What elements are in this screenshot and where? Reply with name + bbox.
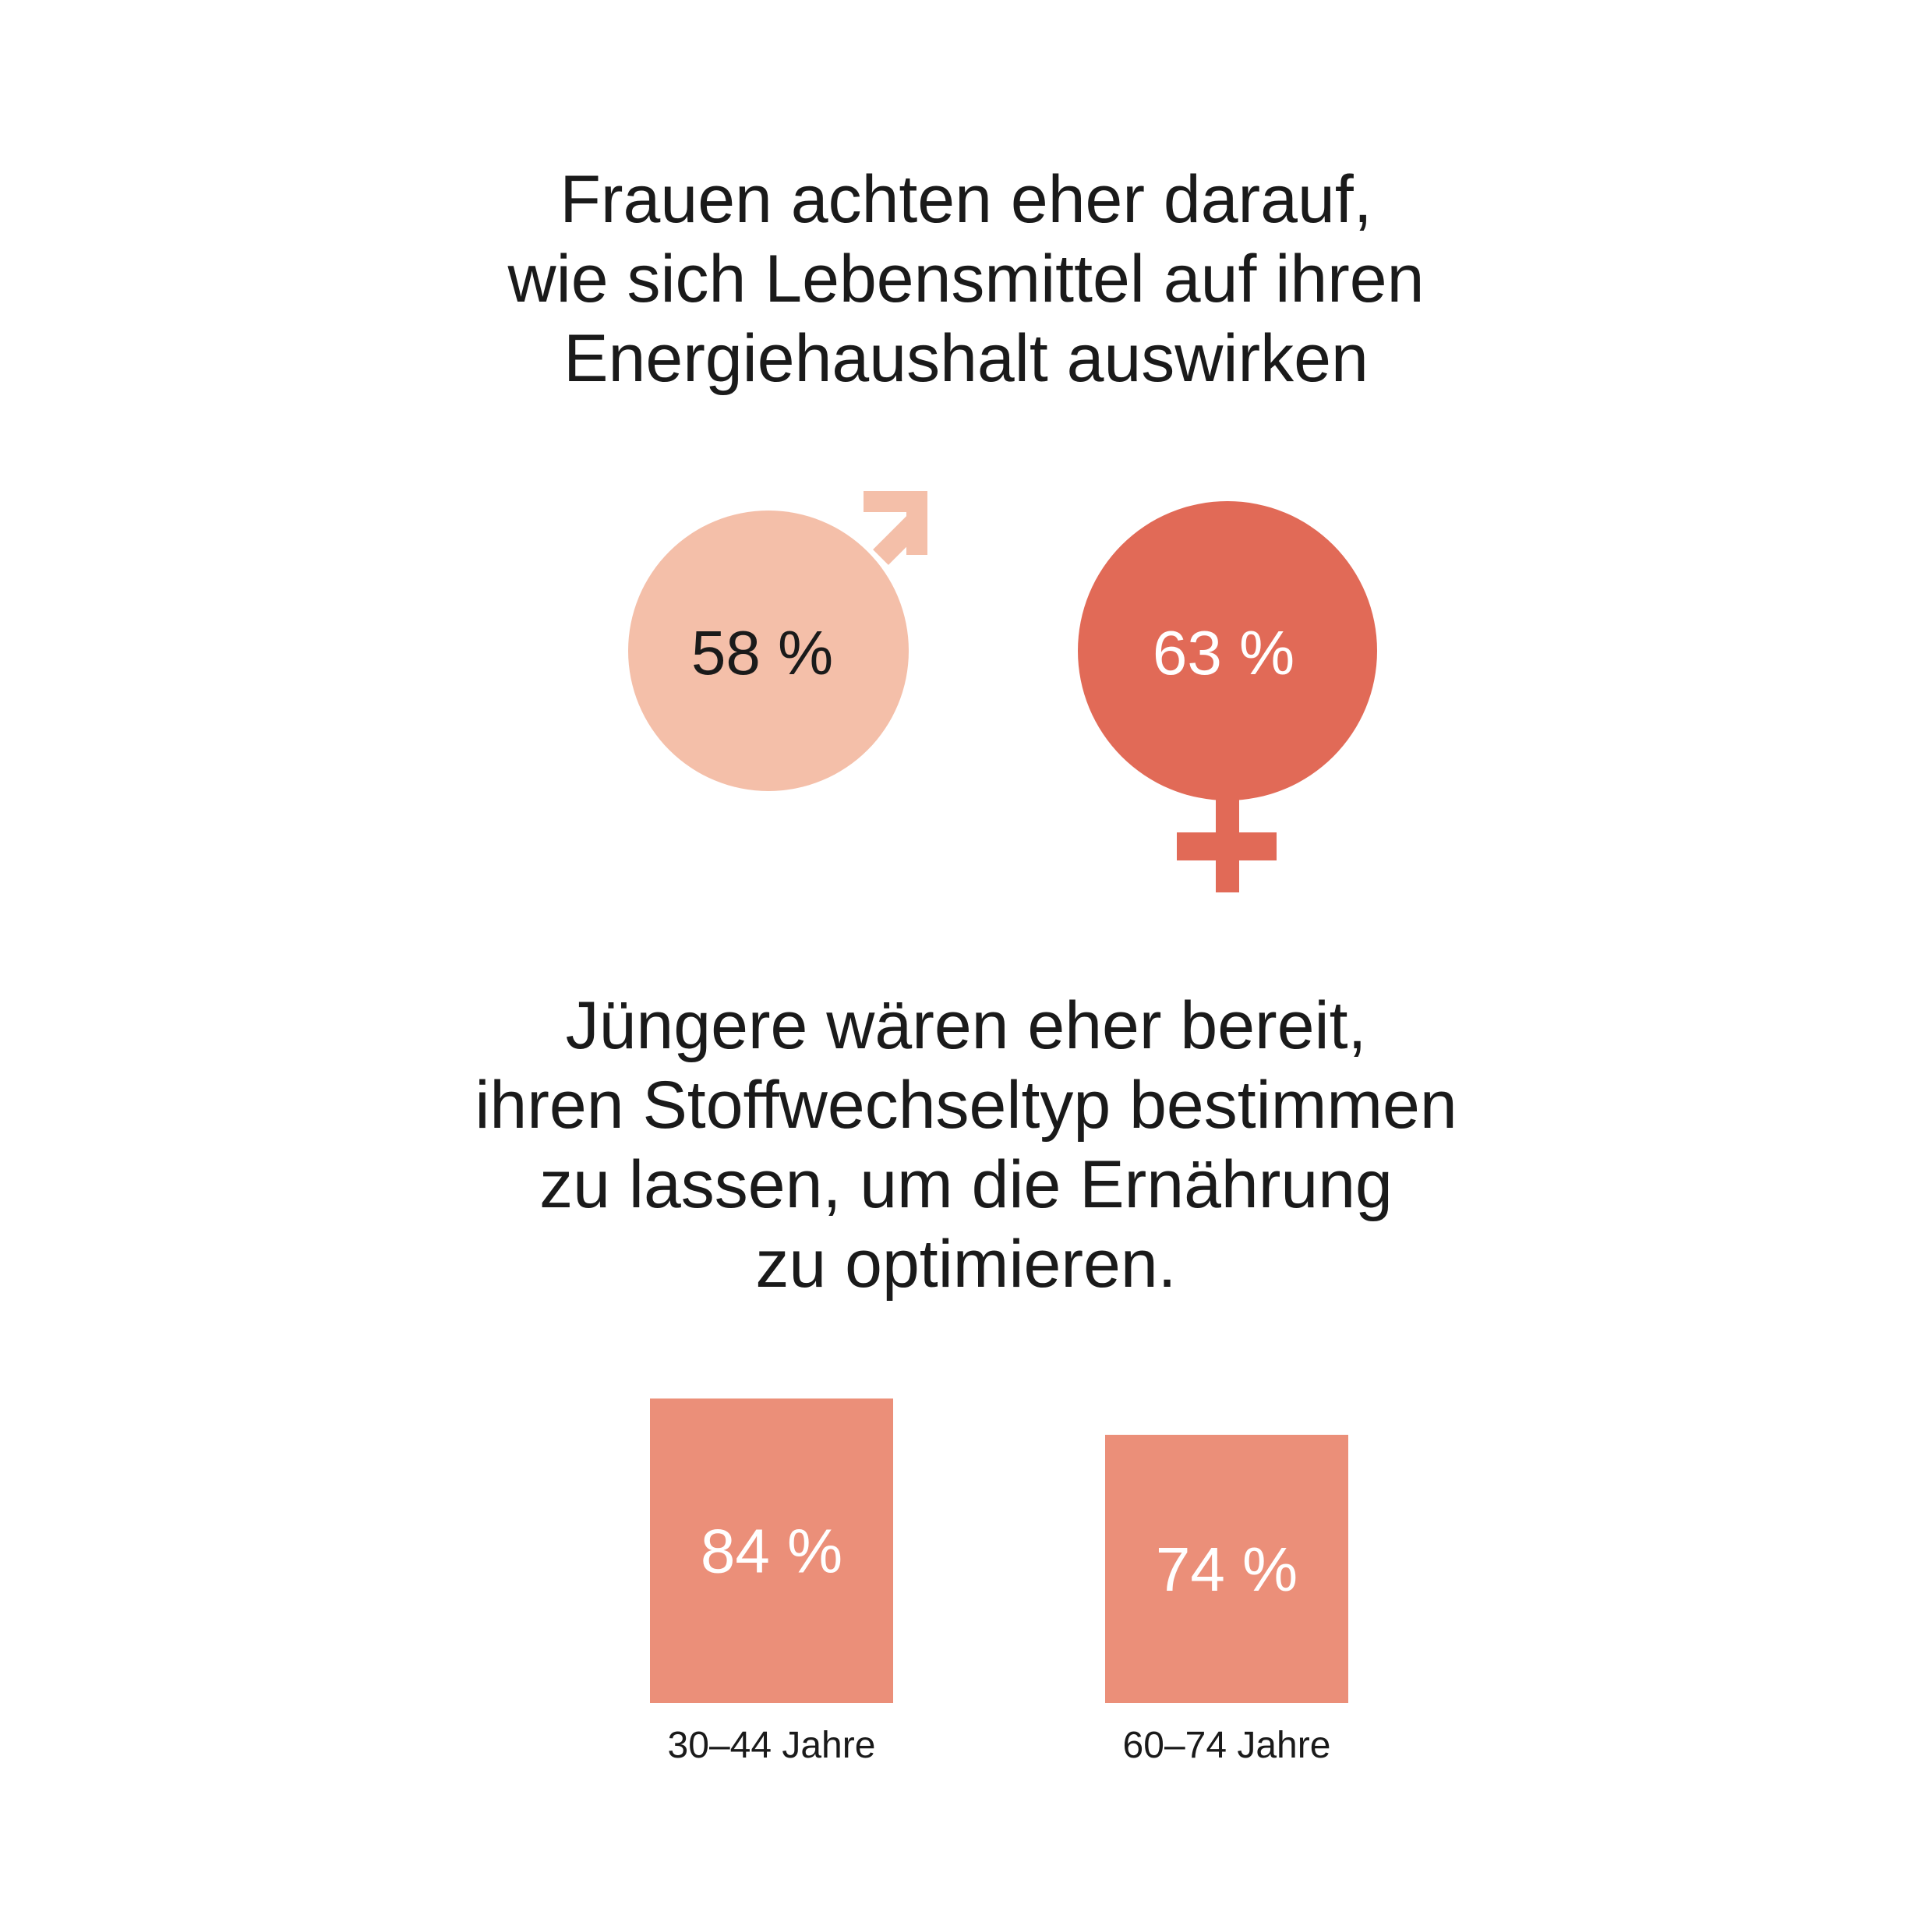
headline-gender-line-1: Frauen achten eher darauf,	[560, 162, 1372, 237]
bar-category-label-0: 30–44 Jahre	[668, 1725, 876, 1766]
female-cross-horizontal	[1177, 832, 1277, 860]
headline-age-line-4: zu optimieren.	[755, 1227, 1177, 1302]
male-symbol: 58 %	[628, 491, 927, 791]
headline-age-line-2: ihren Stoffwechseltyp bestimmen	[475, 1068, 1457, 1143]
bar-value-label-0: 84 %	[701, 1517, 842, 1586]
headline-gender: Frauen achten eher darauf, wie sich Lebe…	[0, 160, 1932, 398]
headline-gender-line-2: wie sich Lebensmittel auf ihren	[507, 242, 1425, 316]
bar-value-label-1: 74 %	[1156, 1535, 1298, 1604]
headline-gender-line-3: Energiehaushalt auswirken	[563, 321, 1369, 396]
female-symbol: 63 %	[1078, 501, 1377, 892]
bar-0	[650, 1398, 893, 1703]
headline-age-line-1: Jüngere wären eher bereit,	[565, 988, 1367, 1063]
headline-age: Jüngere wären eher bereit, ihren Stoffwe…	[0, 986, 1932, 1304]
male-arrow-head	[864, 491, 927, 555]
bar-category-label-1: 60–74 Jahre	[1123, 1725, 1331, 1766]
female-circle	[1078, 501, 1377, 800]
female-percent-label: 63 %	[1153, 618, 1294, 687]
bar-1	[1105, 1434, 1348, 1703]
male-circle	[628, 511, 909, 791]
male-percent-label: 58 %	[691, 618, 833, 687]
age-bars: 84 % 30–44 Jahre 74 % 60–74 Jahre	[650, 1398, 1348, 1766]
headline-age-line-3: zu lassen, um die Ernährung	[539, 1147, 1393, 1222]
